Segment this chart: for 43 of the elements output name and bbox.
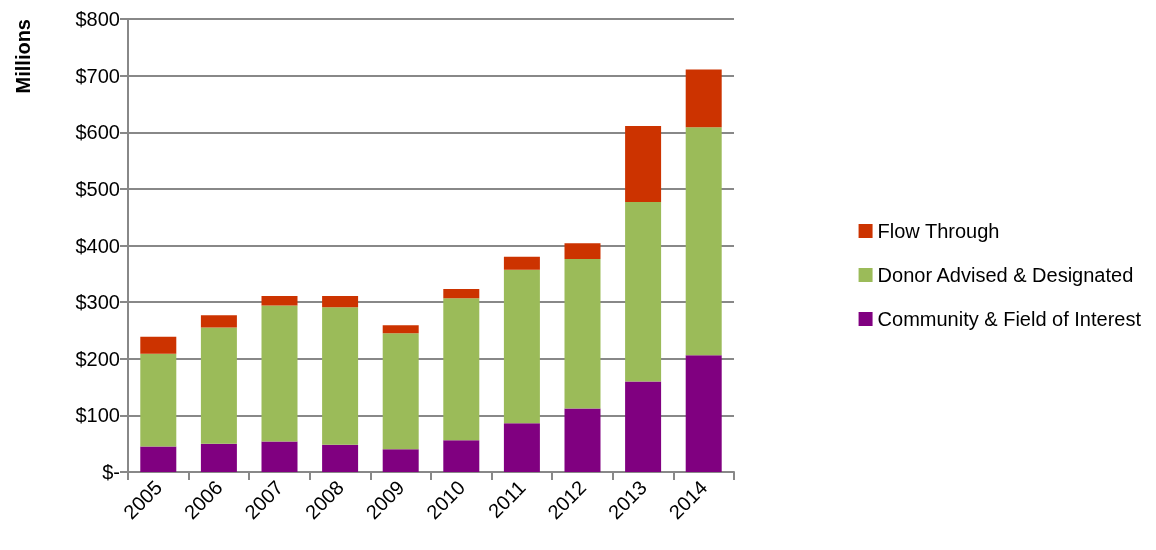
bar [503,423,540,472]
bar [503,256,540,270]
bar [564,408,601,472]
bar [564,243,601,260]
legend-label: Community & Field of Interest [877,308,1142,330]
bar [685,69,722,128]
y-tick-label: $600 [75,121,120,144]
bar [261,441,298,472]
bar [200,315,237,328]
bar [443,440,480,472]
bar [625,381,662,472]
y-tick-label: $500 [75,177,120,200]
bar [261,305,298,442]
bar [443,289,480,299]
bar [685,355,722,472]
bar [140,353,177,447]
bar [564,259,601,409]
bar [322,295,359,308]
bar [382,325,419,334]
bar [200,443,237,472]
y-tick-label: $- [102,461,120,483]
legend-label: Donor Advised & Designated [877,264,1134,286]
bar [261,295,298,306]
y-tick-label: $300 [75,291,120,314]
bar [382,333,419,450]
y-axis-title: Millions [12,19,34,94]
bar [200,327,237,444]
bar [685,127,722,356]
y-tick-label: $700 [75,64,120,87]
bar [625,126,662,202]
bar [503,269,540,424]
y-tick-label: $200 [75,347,120,370]
bar [382,449,419,472]
legend-label: Flow Through [877,220,1000,242]
bar [140,446,177,472]
bar [443,298,480,441]
y-tick-label: $100 [75,404,120,427]
bar [625,201,662,382]
y-tick-label: $400 [75,234,120,257]
bar [322,307,359,445]
bar [322,444,359,472]
bar [140,336,177,354]
y-tick-label: $800 [75,8,120,30]
